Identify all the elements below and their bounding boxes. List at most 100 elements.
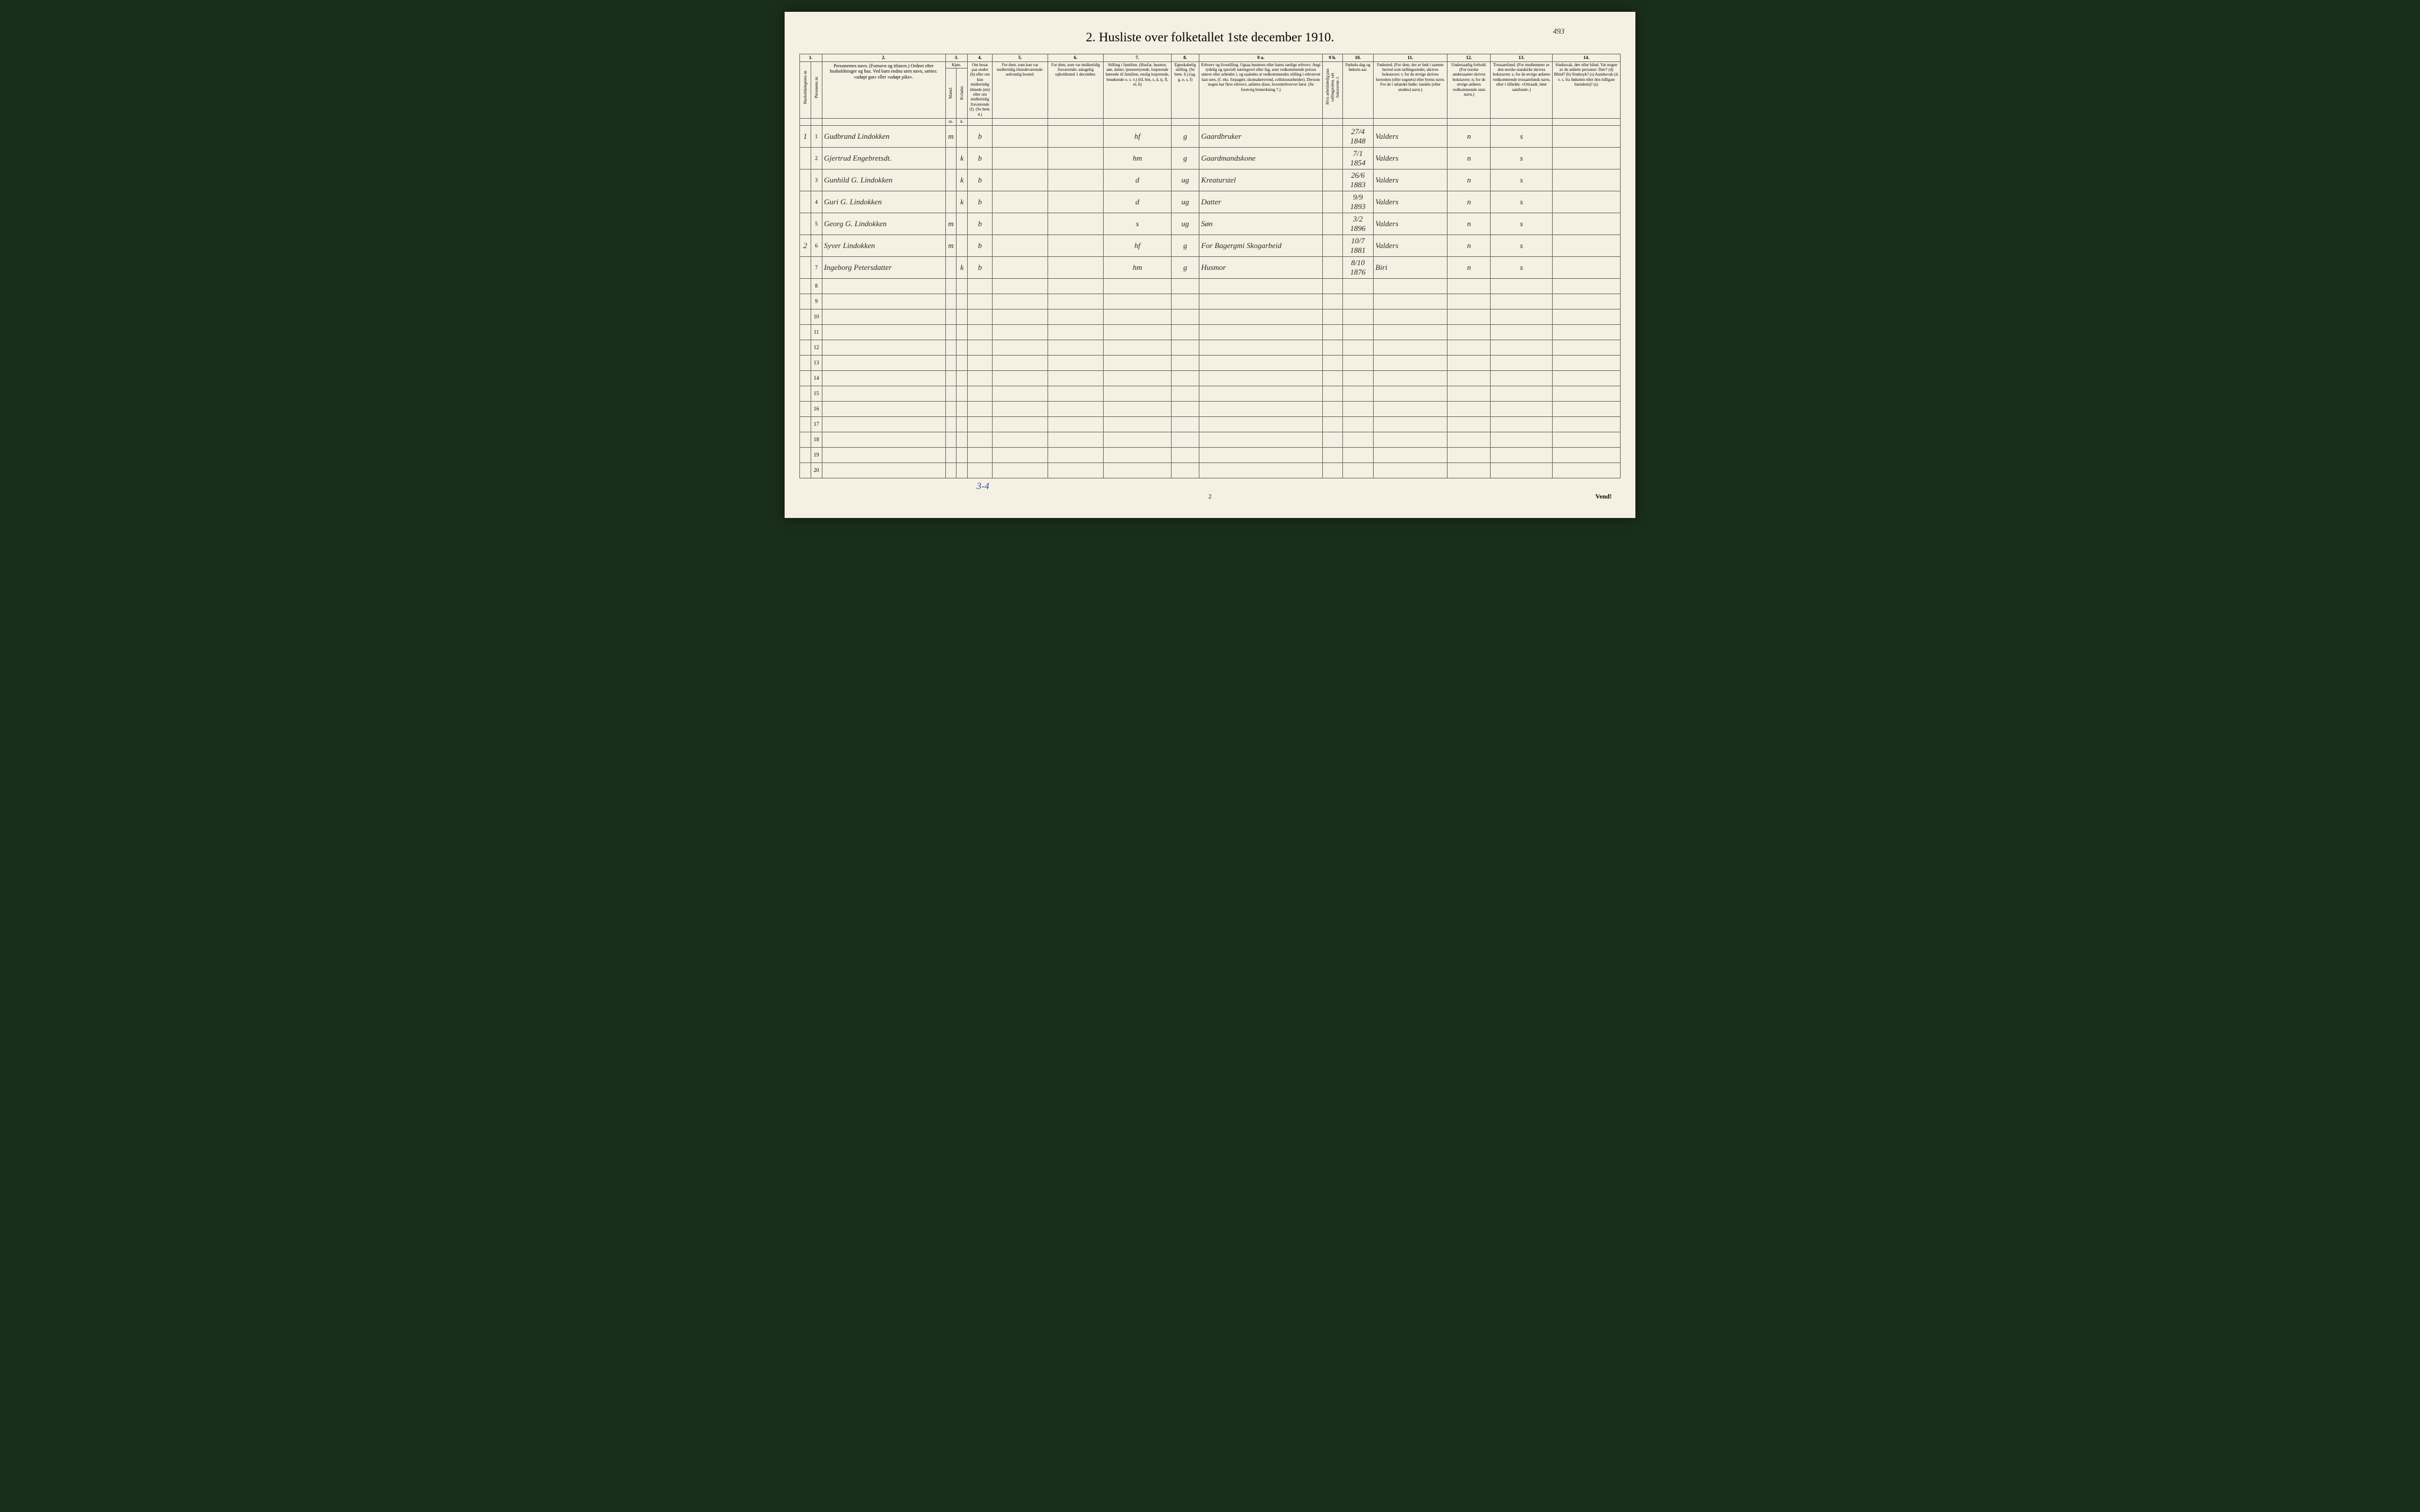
bottom-annotation: 3-4 <box>977 481 1621 492</box>
cell-sinds <box>1552 125 1620 147</box>
cell-tros <box>1491 340 1553 355</box>
cell-arb <box>1323 416 1343 432</box>
cell-husnr <box>800 370 811 386</box>
cell-mann <box>945 169 957 191</box>
colnum-13: 13. <box>1491 54 1553 62</box>
cell-erhverv: Søn <box>1199 213 1323 234</box>
cell-sinds <box>1552 294 1620 309</box>
header-husholdning: Husholdningenes nr. <box>803 63 808 110</box>
cell-sinds <box>1552 386 1620 401</box>
cell-sinds <box>1552 340 1620 355</box>
cell-egtesk: g <box>1172 125 1199 147</box>
cell-persnr: 11 <box>811 324 822 340</box>
table-row: 1 1 Gudbrand Lindokken m b hf g Gaardbru… <box>800 125 1621 147</box>
cell-undersaat: n <box>1448 125 1491 147</box>
cell-fodested <box>1373 370 1447 386</box>
cell-undersaat <box>1448 416 1491 432</box>
cell-midl-til <box>992 147 1048 169</box>
cell-navn: Gudbrand Lindokken <box>822 125 945 147</box>
cell-fodested: Valders <box>1373 213 1447 234</box>
cell-kvinne <box>957 401 968 416</box>
cell-husnr <box>800 355 811 370</box>
cell-undersaat <box>1448 294 1491 309</box>
cell-kvinne: k <box>957 256 968 278</box>
cell-egtesk <box>1172 416 1199 432</box>
cell-midl-fra <box>1048 340 1104 355</box>
cell-persnr: 3 <box>811 169 822 191</box>
cell-midl-til <box>992 169 1048 191</box>
cell-mann <box>945 309 957 324</box>
cell-erhverv <box>1199 370 1323 386</box>
cell-stilling <box>1104 278 1172 294</box>
cell-sinds <box>1552 256 1620 278</box>
cell-arb <box>1323 462 1343 478</box>
cell-bosatt <box>968 432 993 447</box>
table-row-empty: 20 <box>800 462 1621 478</box>
cell-erhverv <box>1199 340 1323 355</box>
cell-bosatt: b <box>968 234 993 256</box>
cell-tros: s <box>1491 147 1553 169</box>
cell-bosatt <box>968 447 993 462</box>
cell-egtesk: ug <box>1172 213 1199 234</box>
cell-midl-fra <box>1048 278 1104 294</box>
cell-egtesk <box>1172 294 1199 309</box>
table-row: 4 Guri G. Lindokken k b d ug Datter 9/9 … <box>800 191 1621 213</box>
cell-mann <box>945 147 957 169</box>
cell-fodested <box>1373 294 1447 309</box>
cell-kvinne <box>957 355 968 370</box>
cell-erhverv <box>1199 294 1323 309</box>
cell-midl-til <box>992 294 1048 309</box>
cell-bosatt: b <box>968 213 993 234</box>
header-midl-fra: For dem, som var midlertidig fraværende:… <box>1048 61 1104 119</box>
cell-fodested: Biri <box>1373 256 1447 278</box>
cell-tros <box>1491 355 1553 370</box>
cell-persnr: 4 <box>811 191 822 213</box>
cell-mann <box>945 355 957 370</box>
cell-egtesk: g <box>1172 147 1199 169</box>
header-bosatt: Om bosat paa stedet (b) eller om kun mid… <box>968 61 993 119</box>
cell-fodested <box>1373 355 1447 370</box>
cell-navn: Georg G. Lindokken <box>822 213 945 234</box>
cell-fodested: Valders <box>1373 147 1447 169</box>
cell-erhverv <box>1199 355 1323 370</box>
cell-arb <box>1323 401 1343 416</box>
cell-fodested: Valders <box>1373 169 1447 191</box>
header-undersaat: Undersaatlig forhold. (For norske unders… <box>1448 61 1491 119</box>
cell-undersaat <box>1448 355 1491 370</box>
cell-midl-fra <box>1048 213 1104 234</box>
cell-arb <box>1323 191 1343 213</box>
colnum-6: 6. <box>1048 54 1104 62</box>
cell-navn <box>822 416 945 432</box>
colnum-3: 3. <box>945 54 968 62</box>
cell-mann <box>945 324 957 340</box>
colnum-7: 7. <box>1104 54 1172 62</box>
cell-fodsel: 8/10 1876 <box>1342 256 1373 278</box>
cell-kvinne <box>957 432 968 447</box>
cell-husnr <box>800 213 811 234</box>
cell-fodested: Valders <box>1373 191 1447 213</box>
cell-midl-til <box>992 462 1048 478</box>
cell-fodsel <box>1342 370 1373 386</box>
cell-midl-til <box>992 256 1048 278</box>
cell-stilling <box>1104 370 1172 386</box>
table-row: 7 Ingeborg Petersdatter k b hm g Husmor … <box>800 256 1621 278</box>
cell-sinds <box>1552 447 1620 462</box>
table-row-empty: 11 <box>800 324 1621 340</box>
cell-fodsel: 26/6 1883 <box>1342 169 1373 191</box>
cell-midl-til <box>992 125 1048 147</box>
cell-erhverv <box>1199 278 1323 294</box>
cell-arb <box>1323 432 1343 447</box>
cell-fodsel <box>1342 278 1373 294</box>
cell-mann <box>945 294 957 309</box>
cell-kvinne <box>957 370 968 386</box>
cell-stilling <box>1104 386 1172 401</box>
cell-bosatt: b <box>968 125 993 147</box>
cell-husnr <box>800 294 811 309</box>
header-stilling-fam: Stilling i familien. (Husfar, husmor, sø… <box>1104 61 1172 119</box>
cell-egtesk: ug <box>1172 191 1199 213</box>
table-row-empty: 19 <box>800 447 1621 462</box>
cell-navn <box>822 309 945 324</box>
cell-mann: m <box>945 125 957 147</box>
cell-arb <box>1323 234 1343 256</box>
cell-navn <box>822 462 945 478</box>
